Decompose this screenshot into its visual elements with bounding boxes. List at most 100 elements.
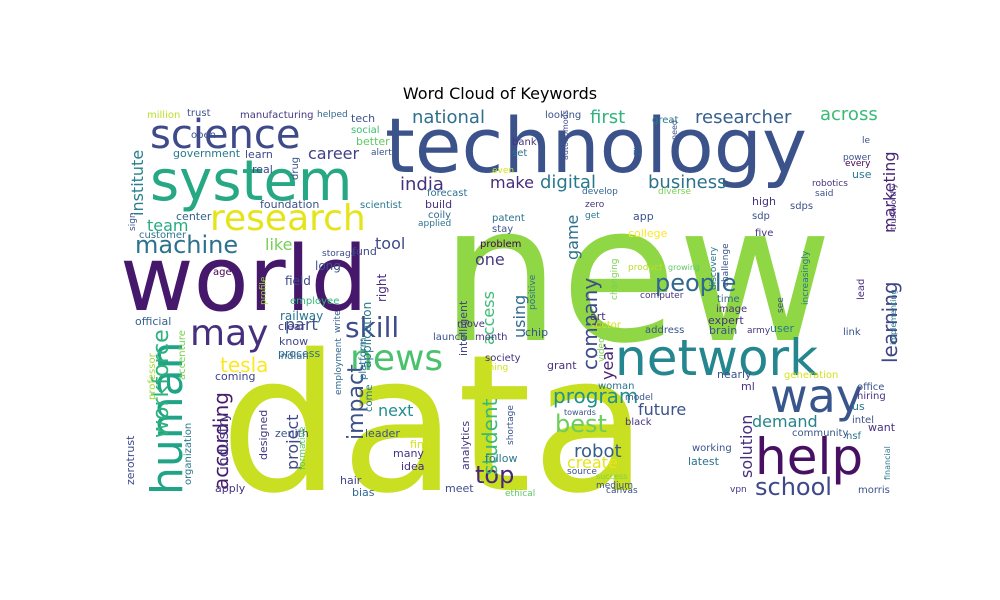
word-develop: develop [582, 187, 618, 197]
word-brain: brain [709, 324, 737, 337]
word-science: science [150, 112, 301, 158]
word-tech: tech [351, 112, 375, 125]
word-trust: trust [187, 108, 211, 119]
word-said: said [815, 189, 833, 199]
word-clear: clear [278, 320, 306, 333]
word-need: need [670, 120, 679, 140]
word-iu: iu [633, 148, 641, 158]
word-better: better [356, 135, 390, 148]
word-profile: profile [259, 276, 269, 305]
word-accenture: accenture [177, 330, 188, 380]
word-world: world [120, 227, 368, 332]
word-changing: changing [610, 258, 620, 300]
word-video: video [597, 337, 607, 362]
word-fund: fund [352, 245, 377, 258]
word-school: school [755, 473, 832, 501]
word-sign: sign [128, 212, 138, 231]
word-intel: intel [852, 415, 874, 426]
word-computer: computer [640, 291, 684, 301]
word-top: top [475, 461, 514, 489]
word-looking: looking [545, 110, 581, 121]
word-news: news [350, 338, 443, 379]
word-network: network [615, 329, 818, 387]
word-government: government [173, 147, 241, 160]
word-part: part [285, 315, 318, 334]
word-real: real [252, 163, 273, 176]
word-india: india [400, 174, 444, 195]
word-autonomous: autonomous [561, 110, 570, 160]
word-learning: learning [878, 281, 902, 363]
word-demand: demand [752, 412, 818, 431]
word-every: every [845, 159, 871, 169]
word-generation: generation [784, 370, 838, 381]
word-learn: learn [245, 148, 273, 161]
word-data: data [220, 314, 648, 535]
word-professor: professor [147, 352, 158, 400]
word-address: address [645, 325, 684, 336]
word-get: get [585, 211, 600, 221]
word-official: official [135, 315, 171, 328]
word-across: across [820, 104, 878, 125]
word-leader: leader [365, 427, 400, 440]
word-follow: follow [485, 452, 517, 465]
word-canvas: canvas [606, 486, 638, 496]
word-college: college [628, 227, 668, 240]
word-high: high [752, 195, 776, 208]
word-right: right [375, 274, 389, 302]
word-applied: applied [418, 219, 451, 229]
word-launch: launch [433, 332, 466, 343]
word-application: application [360, 302, 374, 368]
word-drug: drug [290, 157, 301, 180]
word-write: write [333, 310, 343, 333]
word-ethical: ethical [505, 489, 535, 499]
word-growing: growing [668, 263, 700, 272]
word-access: access [479, 291, 498, 345]
word-move: move [457, 319, 485, 330]
word-army: army [747, 326, 771, 336]
word-time: time [717, 294, 740, 305]
word-way: way [770, 369, 863, 423]
word-even: even [492, 166, 514, 176]
word-power: power [843, 153, 871, 163]
word-use: use [852, 168, 872, 181]
word-alert: alert [371, 148, 392, 158]
word-employee: employee [290, 296, 339, 307]
word-towards: towards [564, 408, 596, 417]
word-railway: railway [280, 309, 323, 323]
word-expert: expert [708, 314, 744, 327]
word-people: people [655, 269, 736, 297]
word-long: long [315, 259, 341, 273]
word-model: model [625, 393, 653, 403]
word-thing: thing [485, 363, 508, 373]
word-manufacturing: manufacturing [240, 110, 314, 121]
word-field: field [285, 274, 311, 288]
word-stay: stay [492, 224, 513, 235]
word-tesla: tesla [220, 353, 268, 377]
word-skill: skill [345, 311, 399, 344]
word-woman: woman [598, 381, 635, 392]
word-human: human [142, 342, 193, 495]
word-coily: coily [428, 210, 451, 221]
word-medium: medium [596, 481, 633, 491]
word-community: community [792, 428, 848, 439]
word-sdp: sdp [752, 211, 770, 222]
word-may: may [190, 313, 268, 354]
word-see: see [776, 297, 786, 313]
word-hiring: hiring [857, 391, 886, 402]
word-next: next [378, 401, 413, 420]
word-future: future [638, 400, 686, 419]
word-society: society [485, 353, 521, 364]
word-financial: financial [883, 446, 892, 480]
word-year: year [598, 344, 617, 380]
word-want: want [868, 421, 896, 434]
word-user: user [770, 322, 794, 335]
word-team: team [147, 216, 189, 235]
word-build: build [425, 198, 452, 211]
word-impact: impact [344, 364, 369, 440]
word-helped: helped [317, 110, 348, 120]
word-zerotrust: zerotrust [124, 435, 137, 485]
word-analytics: analytics [459, 421, 472, 470]
word-intelligent: intelligent [457, 300, 470, 356]
word-program: program [553, 384, 638, 408]
word-coming: coming [215, 370, 256, 383]
